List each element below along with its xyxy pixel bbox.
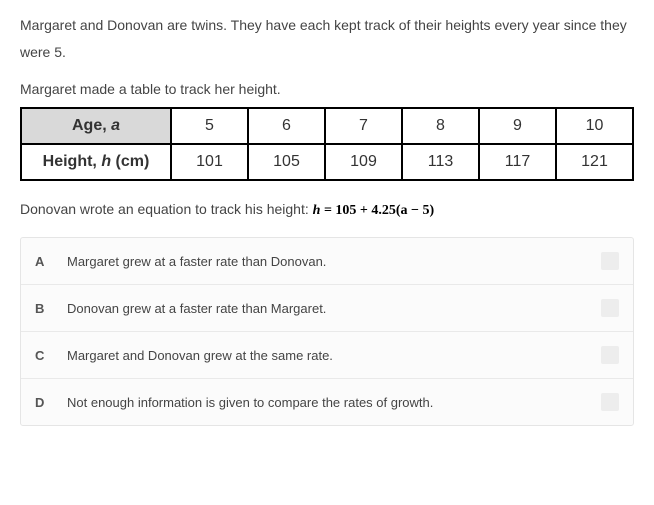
intro-text: Margaret and Donovan are twins. They hav… xyxy=(20,12,634,65)
choice-a[interactable]: A Margaret grew at a faster rate than Do… xyxy=(21,238,633,285)
checkbox-icon[interactable] xyxy=(601,299,619,317)
choice-letter: B xyxy=(35,301,67,316)
choice-letter: C xyxy=(35,348,67,363)
choice-text: Donovan grew at a faster rate than Marga… xyxy=(67,301,589,316)
checkbox-icon[interactable] xyxy=(601,252,619,270)
age-cell: 5 xyxy=(171,108,248,144)
table-header-age: Age, a xyxy=(21,108,171,144)
choice-text: Margaret grew at a faster rate than Dono… xyxy=(67,254,589,269)
choice-c[interactable]: C Margaret and Donovan grew at the same … xyxy=(21,332,633,379)
height-cell: 105 xyxy=(248,144,325,180)
table-intro: Margaret made a table to track her heigh… xyxy=(20,81,634,97)
height-table: Age, a 5 6 7 8 9 10 Height, h (cm) 101 1… xyxy=(20,107,634,181)
height-cell: 117 xyxy=(479,144,556,180)
height-cell: 101 xyxy=(171,144,248,180)
choice-text: Margaret and Donovan grew at the same ra… xyxy=(67,348,589,363)
choice-letter: D xyxy=(35,395,67,410)
equation-line: Donovan wrote an equation to track his h… xyxy=(20,201,634,219)
height-cell: 121 xyxy=(556,144,633,180)
table-header-height: Height, h (cm) xyxy=(21,144,171,180)
height-cell: 113 xyxy=(402,144,479,180)
choice-b[interactable]: B Donovan grew at a faster rate than Mar… xyxy=(21,285,633,332)
choice-d[interactable]: D Not enough information is given to com… xyxy=(21,379,633,425)
age-cell: 6 xyxy=(248,108,325,144)
choice-letter: A xyxy=(35,254,67,269)
choice-text: Not enough information is given to compa… xyxy=(67,395,589,410)
answer-choices: A Margaret grew at a faster rate than Do… xyxy=(20,237,634,426)
checkbox-icon[interactable] xyxy=(601,346,619,364)
height-cell: 109 xyxy=(325,144,402,180)
age-cell: 9 xyxy=(479,108,556,144)
checkbox-icon[interactable] xyxy=(601,393,619,411)
age-cell: 8 xyxy=(402,108,479,144)
age-cell: 7 xyxy=(325,108,402,144)
age-cell: 10 xyxy=(556,108,633,144)
